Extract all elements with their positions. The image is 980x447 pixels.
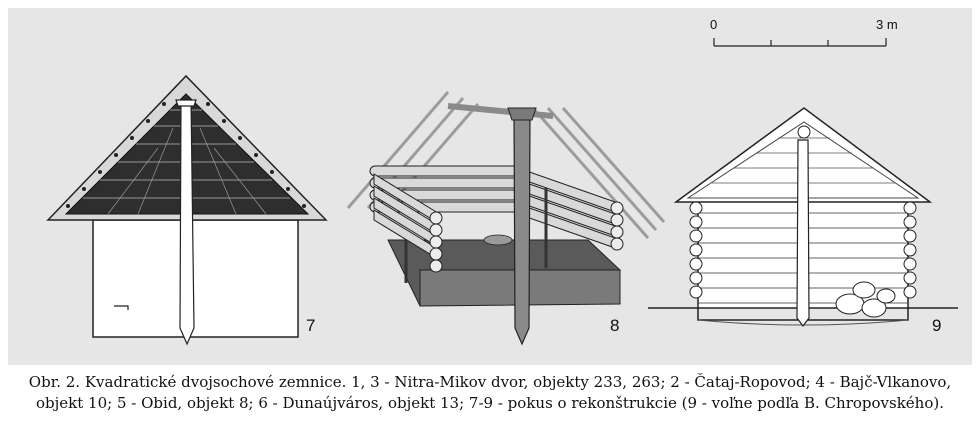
scale-bar (713, 38, 887, 47)
caption-line-1: Obr. 2. Kvadratické dvojsochové zemnice.… (28, 373, 952, 391)
reconstruction-drawings (46, 38, 958, 346)
drawing-9 (648, 107, 958, 327)
caption-line-2: objekt 10; 5 - Obid, objekt 8; 6 - Dunaú… (36, 394, 944, 412)
figure-label-7: 7 (306, 316, 316, 335)
figure-caption: Obr. 2. Kvadratické dvojsochové zemnice.… (8, 372, 972, 414)
figure-label-9: 9 (932, 316, 942, 335)
figure-panel: 0 3 m 7 8 9 (8, 8, 972, 365)
drawing-7 (46, 74, 328, 346)
scale-end-label: 3 m (876, 17, 898, 32)
figure-label-8: 8 (610, 316, 620, 335)
drawing-8 (346, 91, 666, 346)
scale-start-label: 0 (710, 17, 718, 32)
